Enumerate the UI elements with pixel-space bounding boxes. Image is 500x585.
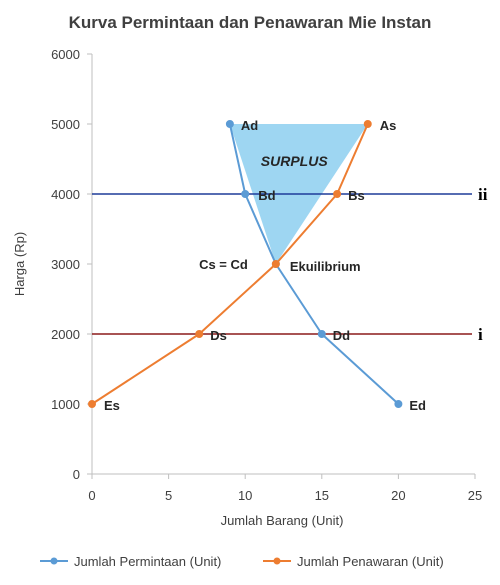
data-point: [271, 260, 280, 268]
data-point: [363, 120, 372, 128]
annotation-equilibrium: Ekuilibrium: [290, 259, 361, 274]
y-tick-label: 5000: [51, 117, 80, 132]
point-labels-group: Ad Bd Dd Ed As Bs Ds Es Cs = Cd Ekuilibrium: [104, 118, 426, 413]
x-axis-label: Jumlah Barang (Unit): [221, 513, 344, 528]
surplus-label: SURPLUS: [261, 153, 329, 169]
axes-group: 0 5 10 15 20 25 0 1000 2000 3000 4000 5000 6000: [51, 47, 482, 503]
reference-lines-group: iii: [92, 185, 488, 344]
point-label-Ad: Ad: [241, 118, 258, 133]
x-tick-label: 0: [88, 488, 95, 503]
reference-line-label-ii: ii: [478, 185, 488, 204]
y-tick-label: 4000: [51, 187, 80, 202]
data-point: [394, 400, 403, 408]
legend-entry-0: Jumlah Permintaan (Unit): [74, 554, 221, 569]
data-point: [88, 400, 96, 408]
point-label-Ed: Ed: [409, 398, 426, 413]
data-point: [225, 120, 234, 128]
point-label-Bd: Bd: [258, 188, 275, 203]
x-tick-label: 5: [165, 488, 172, 503]
data-point: [333, 190, 342, 198]
x-tick-label: 25: [468, 488, 482, 503]
point-label-Bs: Bs: [348, 188, 365, 203]
point-label-Dd: Dd: [333, 328, 350, 343]
x-tick-label: 20: [391, 488, 405, 503]
data-point: [317, 330, 326, 338]
point-label-As: As: [380, 118, 397, 133]
y-tick-label: 3000: [51, 257, 80, 272]
y-tick-label: 1000: [51, 397, 80, 412]
reference-line-label-i: i: [478, 325, 483, 344]
y-tick-label: 2000: [51, 327, 80, 342]
point-label-Ds: Ds: [210, 328, 227, 343]
y-tick-label: 6000: [51, 47, 80, 62]
annotation-cs-cd: Cs = Cd: [199, 257, 248, 272]
x-tick-label: 10: [238, 488, 252, 503]
series-group: [88, 120, 403, 408]
y-tick-label: 0: [73, 467, 80, 482]
legend-marker-1: [273, 557, 281, 565]
x-tick-label: 15: [315, 488, 329, 503]
legend: Jumlah Permintaan (Unit) Jumlah Penawaran…: [40, 554, 444, 569]
legend-entry-1: Jumlah Penawaran (Unit): [297, 554, 444, 569]
point-label-Es: Es: [104, 398, 120, 413]
data-point: [241, 190, 250, 198]
legend-marker-0: [50, 557, 58, 565]
y-axis-label: Harga (Rp): [12, 232, 27, 296]
data-point: [195, 330, 204, 338]
chart-title: Kurva Permintaan dan Penawaran Mie Insta…: [69, 13, 432, 32]
